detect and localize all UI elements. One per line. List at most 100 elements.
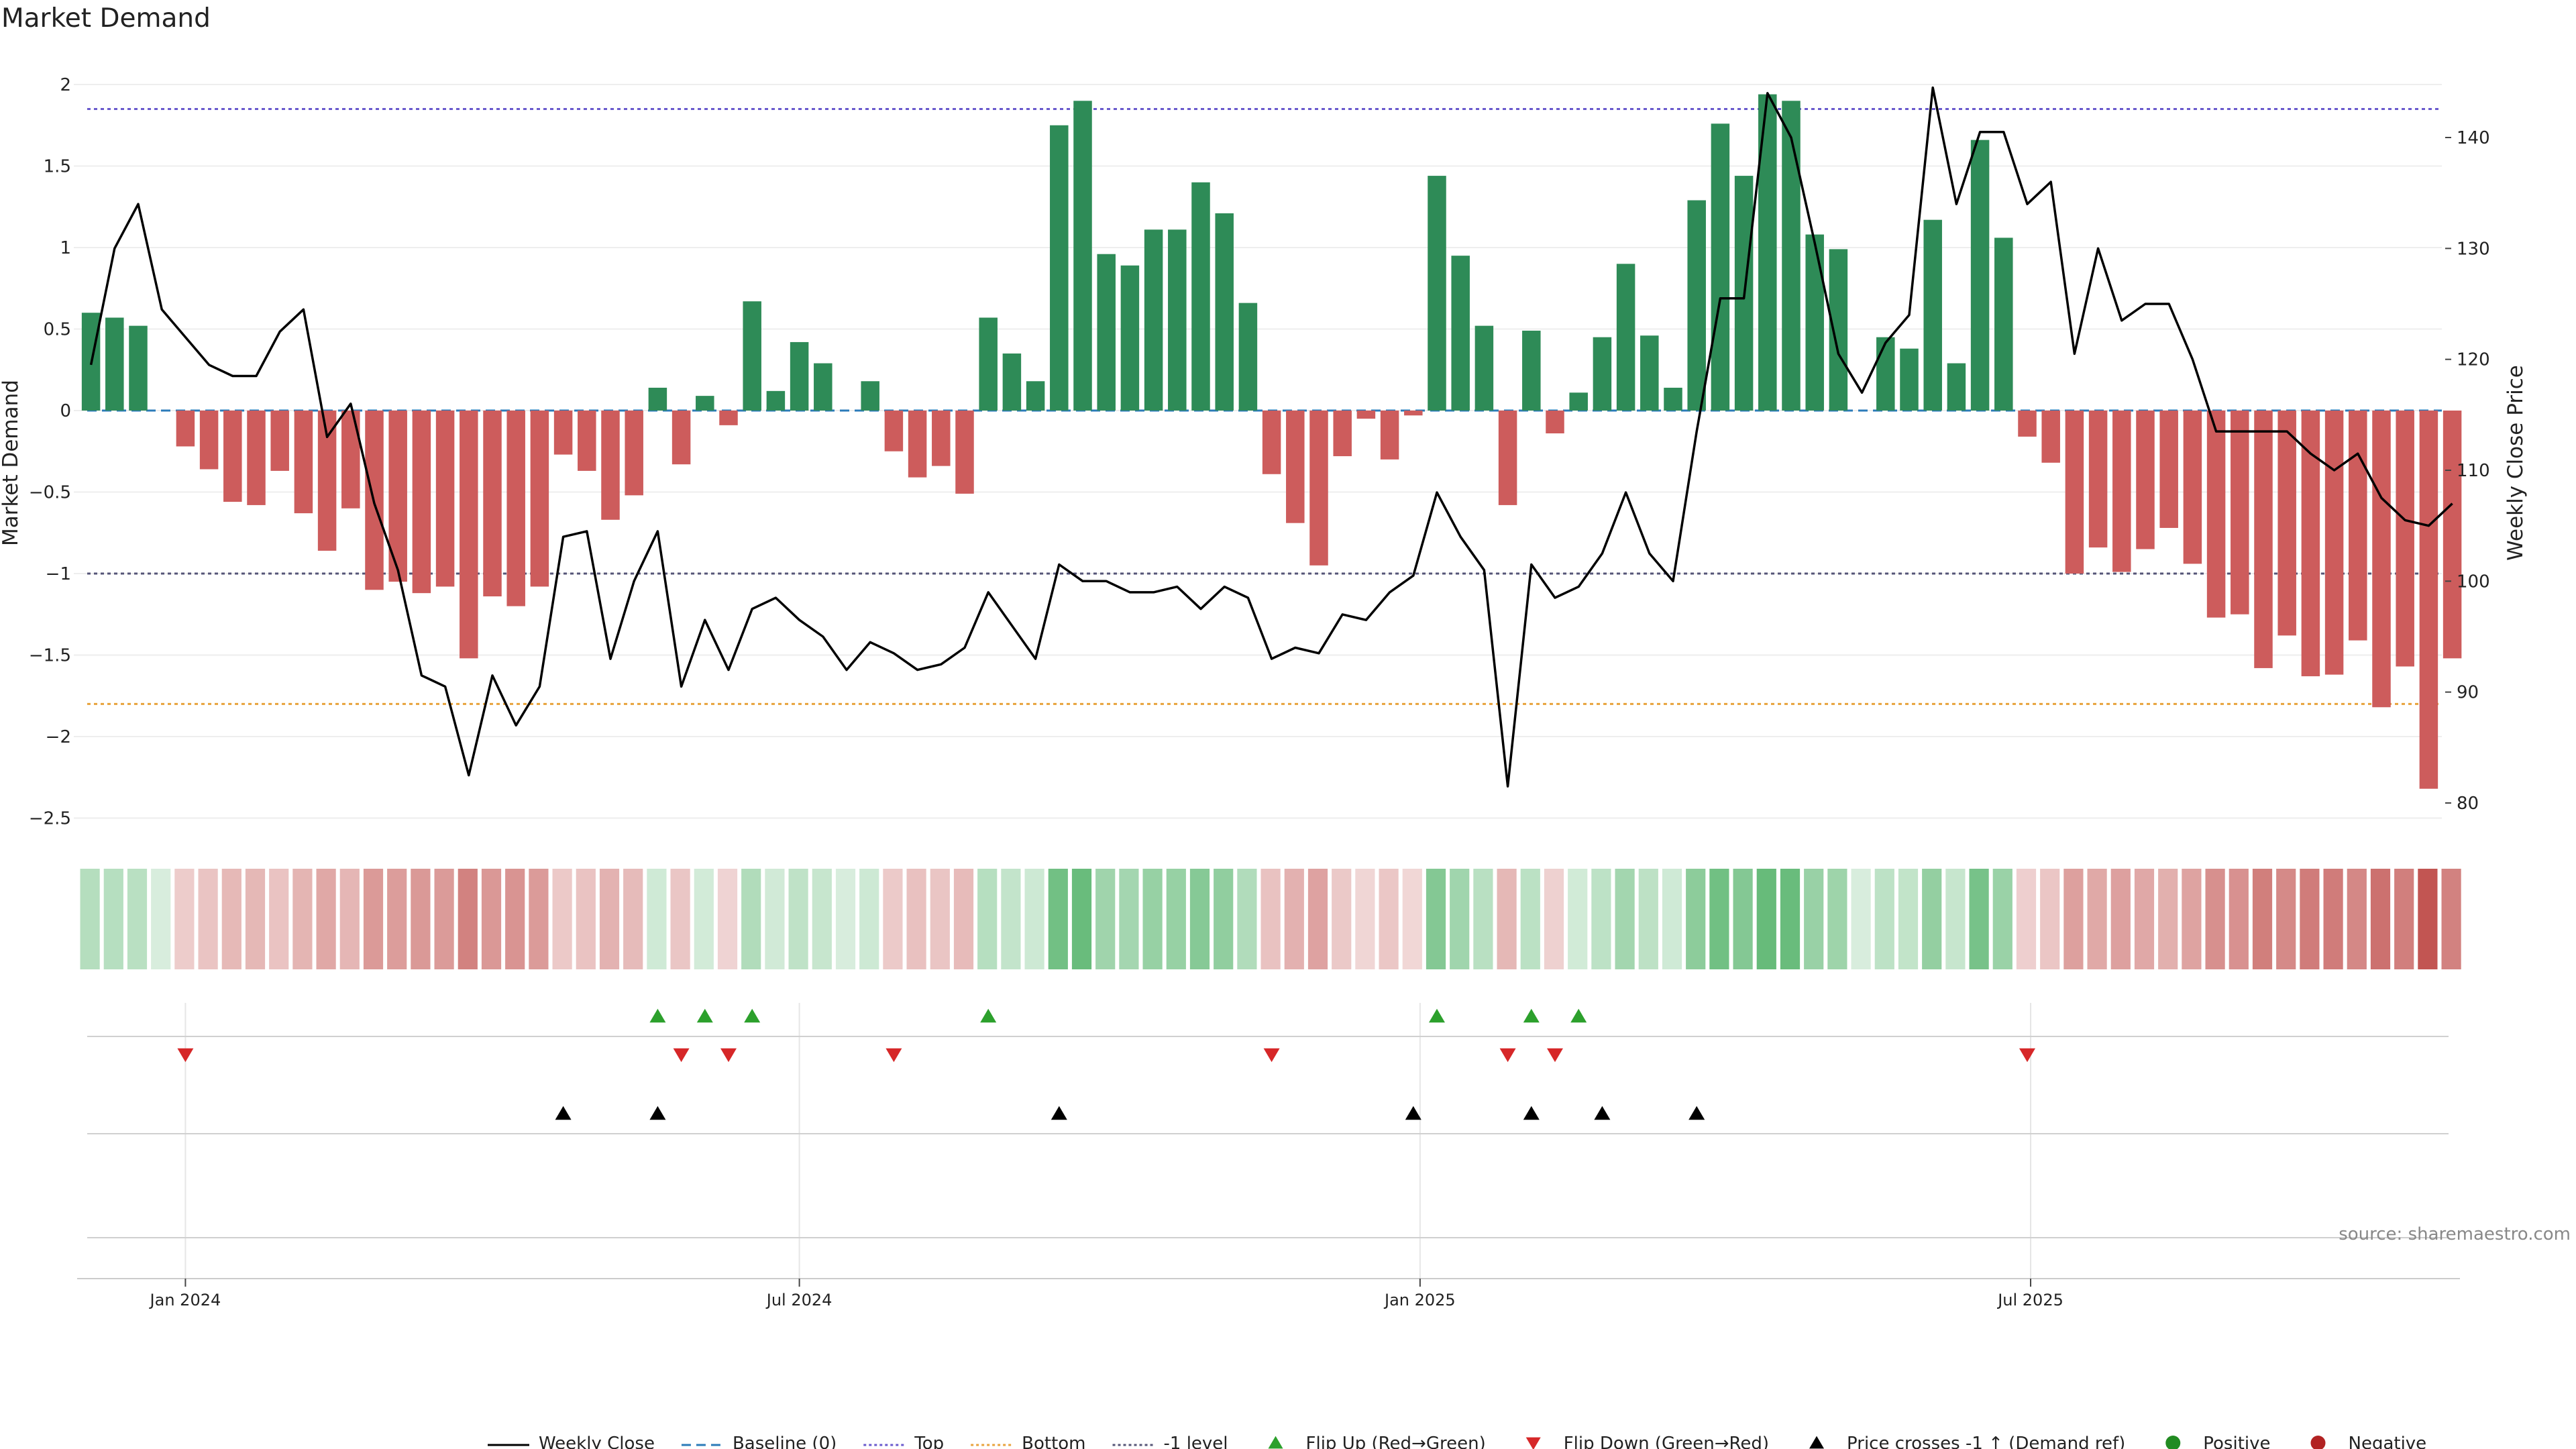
legend-label: -1 level (1164, 1434, 1228, 1449)
positive-demand-bar (1050, 125, 1069, 411)
heat-cell (2418, 869, 2438, 969)
negative-demand-bar (2088, 411, 2108, 548)
heat-cell (1827, 869, 1847, 969)
flip-down-marker (1263, 1048, 1280, 1063)
heat-cell (245, 869, 266, 969)
negative-demand-bar (1498, 411, 1517, 505)
heat-cell (2063, 869, 2084, 969)
heat-cell (2252, 869, 2273, 969)
negative-demand-bar (460, 411, 478, 659)
heat-cell (2229, 869, 2249, 969)
heat-cell (552, 869, 572, 969)
positive-demand-bar (1428, 176, 1446, 411)
heat-cell (1874, 869, 1894, 969)
price-cross-marker (555, 1106, 572, 1120)
x-tick-label: Jan 2025 (1383, 1291, 1456, 1309)
flip-down-marker (2019, 1048, 2035, 1063)
negative-demand-bar (530, 411, 549, 587)
heat-cell (1992, 869, 2012, 969)
heat-cell (2087, 869, 2107, 969)
heat-cell (2016, 869, 2037, 969)
heat-cell (316, 869, 336, 969)
heat-cell (576, 869, 596, 969)
heat-cell (1214, 869, 1234, 969)
negative-demand-bar (2254, 411, 2273, 668)
legend-label: Flip Up (Red→Green) (1306, 1434, 1486, 1449)
negative-demand-bar (2443, 411, 2462, 659)
negative-demand-bar (2349, 411, 2367, 641)
heat-cell (788, 869, 808, 969)
x-tick-label: Jul 2024 (765, 1291, 833, 1309)
flip-down-marker (1547, 1048, 1563, 1063)
flip-up-marker (1523, 1008, 1540, 1023)
heat-cell (1686, 869, 1706, 969)
negative-demand-bar (2206, 411, 2226, 618)
positive-demand-bar (1970, 140, 1990, 411)
heat-cell (505, 869, 525, 969)
heat-cell (292, 869, 313, 969)
y-tick-label: 1 (60, 238, 71, 258)
heat-cell (174, 869, 195, 969)
heat-cell (812, 869, 832, 969)
negative-demand-bar (2301, 411, 2320, 677)
negative-demand-bar (176, 411, 195, 447)
negative-demand-bar (932, 411, 951, 466)
y-axis-label: Market Demand (0, 380, 23, 546)
y-tick-label: −1 (46, 564, 71, 584)
heat-cell (953, 869, 974, 969)
demand-bars (81, 94, 2462, 789)
y-tick-label: 2 (60, 75, 71, 95)
heat-cell (411, 869, 431, 969)
level-lines (87, 107, 2442, 705)
legend-swatch (1268, 1436, 1283, 1449)
heat-cell (1095, 869, 1116, 969)
heat-cell (717, 869, 738, 969)
chart-title: Market Demand (1, 3, 211, 34)
legend-swatch (1525, 1437, 1541, 1449)
positive-demand-bar (1215, 213, 1234, 411)
heat-cell (1898, 869, 1919, 969)
price-cross-marker (1594, 1106, 1611, 1120)
heat-cell (1591, 869, 1611, 969)
heat-cell (339, 869, 360, 969)
negative-demand-bar (2041, 411, 2060, 463)
negative-demand-bar (2112, 411, 2131, 572)
negative-demand-bar (2065, 411, 2084, 574)
heat-cell (1048, 869, 1068, 969)
heat-cell (1520, 869, 1540, 969)
flip-down-marker (177, 1048, 194, 1063)
heat-cell (2370, 869, 2391, 969)
flip-down-marker (885, 1048, 902, 1063)
negative-demand-bar (412, 411, 431, 594)
negative-demand-bar (2136, 411, 2155, 549)
positive-demand-bar (1026, 381, 1045, 411)
heat-cell (1307, 869, 1328, 969)
positive-demand-bar (766, 390, 786, 411)
heat-cell (1450, 869, 1470, 969)
heat-cell (2300, 869, 2320, 969)
heat-cell (151, 869, 171, 969)
y-tick-label: 0 (60, 401, 71, 421)
heat-cell (1426, 869, 1446, 969)
heat-cell (1119, 869, 1139, 969)
heat-cell (1969, 869, 1989, 969)
negative-demand-bar (908, 411, 927, 478)
negative-demand-bar (672, 411, 691, 465)
price-cross-marker (649, 1106, 666, 1120)
positive-demand-bar (1474, 325, 1494, 411)
heat-cell (1260, 869, 1281, 969)
negative-demand-bar (270, 411, 289, 471)
negative-demand-bar (2159, 411, 2178, 528)
positive-demand-bar (1191, 182, 1210, 411)
negative-demand-bar (1356, 411, 1376, 419)
heat-cell (481, 869, 502, 969)
negative-demand-bar (719, 411, 738, 425)
negative-demand-bar (2018, 411, 2037, 437)
heat-cell (599, 869, 620, 969)
price-cross-marker (1051, 1106, 1067, 1120)
negative-demand-bar (1380, 411, 1399, 460)
heat-cell (2394, 869, 2414, 969)
negative-demand-bar (1404, 411, 1423, 416)
legend-label: Flip Down (Green→Red) (1564, 1434, 1769, 1449)
heat-cell (1638, 869, 1658, 969)
